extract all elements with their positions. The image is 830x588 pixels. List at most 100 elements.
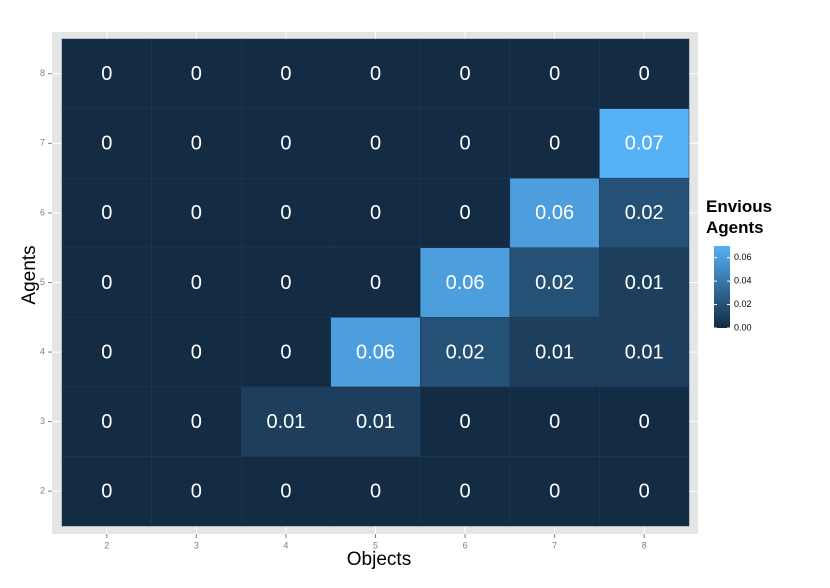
tile bbox=[420, 177, 511, 248]
tile bbox=[509, 247, 600, 318]
tile-label: 0 bbox=[370, 63, 381, 85]
tile bbox=[420, 317, 511, 388]
tile-label: 0 bbox=[460, 133, 471, 155]
tile-label: 0.02 bbox=[535, 272, 574, 294]
tile-label: 0 bbox=[101, 272, 112, 294]
tile-label: 0 bbox=[549, 133, 560, 155]
tile-label: 0.01 bbox=[625, 341, 664, 363]
tile-label: 0 bbox=[101, 202, 112, 224]
tile bbox=[151, 386, 242, 457]
tile bbox=[61, 177, 152, 248]
tile-label: 0 bbox=[370, 202, 381, 224]
y-tick-label: 8 bbox=[40, 68, 45, 78]
tile-label: 0.01 bbox=[535, 341, 574, 363]
tile-label: 0 bbox=[639, 411, 650, 433]
tile-label: 0.01 bbox=[625, 272, 664, 294]
tile bbox=[330, 456, 421, 527]
x-axis-title: Objects bbox=[347, 549, 411, 570]
tile-label: 0 bbox=[191, 480, 202, 502]
tile-label: 0 bbox=[280, 202, 291, 224]
x-tick-label: 3 bbox=[194, 540, 199, 550]
tile-label: 0 bbox=[280, 480, 291, 502]
colorbar-label: 0.02 bbox=[734, 299, 752, 309]
tile bbox=[599, 386, 690, 457]
tile-label: 0.07 bbox=[625, 133, 664, 155]
colorbar-label: 0.00 bbox=[734, 322, 752, 332]
tile bbox=[509, 108, 600, 179]
tile bbox=[420, 38, 511, 109]
tile-label: 0.01 bbox=[356, 411, 395, 433]
tile-label: 0 bbox=[101, 341, 112, 363]
x-tick-label: 7 bbox=[552, 540, 557, 550]
tile-label: 0 bbox=[280, 63, 291, 85]
tile bbox=[240, 108, 331, 179]
tile-label: 0 bbox=[549, 411, 560, 433]
x-tick-label: 2 bbox=[104, 540, 109, 550]
tile bbox=[61, 456, 152, 527]
tile-label: 0.01 bbox=[266, 411, 305, 433]
tile-label: 0 bbox=[280, 272, 291, 294]
tile-label: 0 bbox=[460, 480, 471, 502]
tile-label: 0.06 bbox=[535, 202, 574, 224]
tile-label: 0 bbox=[191, 272, 202, 294]
tile-label: 0 bbox=[549, 63, 560, 85]
tile bbox=[330, 317, 421, 388]
y-tick-label: 2 bbox=[40, 486, 45, 496]
tile bbox=[599, 108, 690, 179]
tile-label: 0 bbox=[191, 411, 202, 433]
tile-label: 0 bbox=[280, 341, 291, 363]
tile-label: 0 bbox=[191, 341, 202, 363]
tile-label: 0.06 bbox=[356, 341, 395, 363]
tile bbox=[330, 38, 421, 109]
tile bbox=[151, 317, 242, 388]
tile bbox=[151, 38, 242, 109]
tile bbox=[509, 38, 600, 109]
tile-label: 0.02 bbox=[625, 202, 664, 224]
tile bbox=[240, 317, 331, 388]
tile bbox=[420, 386, 511, 457]
tile-label: 0 bbox=[639, 480, 650, 502]
tile bbox=[61, 386, 152, 457]
tile bbox=[240, 38, 331, 109]
y-axis-title: Agents bbox=[19, 245, 40, 304]
tile-label: 0 bbox=[370, 272, 381, 294]
y-tick-label: 7 bbox=[40, 138, 45, 148]
tile bbox=[61, 247, 152, 318]
tile-label: 0 bbox=[101, 411, 112, 433]
tile-label: 0 bbox=[101, 480, 112, 502]
tile-label: 0 bbox=[639, 63, 650, 85]
tile-label: 0 bbox=[460, 202, 471, 224]
tile bbox=[61, 317, 152, 388]
tile bbox=[240, 456, 331, 527]
tile bbox=[420, 456, 511, 527]
tile bbox=[420, 247, 511, 318]
tile-label: 0 bbox=[370, 480, 381, 502]
tile-label: 0 bbox=[101, 63, 112, 85]
x-tick-label: 6 bbox=[463, 540, 468, 550]
tile bbox=[509, 317, 600, 388]
tile-label: 0 bbox=[460, 63, 471, 85]
tile-label: 0.02 bbox=[446, 341, 485, 363]
tile-label: 0 bbox=[191, 133, 202, 155]
tile-label: 0 bbox=[191, 202, 202, 224]
tile bbox=[509, 386, 600, 457]
tile bbox=[330, 108, 421, 179]
tile bbox=[420, 108, 511, 179]
tile bbox=[240, 247, 331, 318]
legend-title: Envious Agents bbox=[706, 197, 773, 237]
tile bbox=[330, 386, 421, 457]
x-tick-label: 8 bbox=[642, 540, 647, 550]
y-tick-label: 6 bbox=[40, 207, 45, 217]
tile bbox=[240, 177, 331, 248]
tile-label: 0 bbox=[191, 63, 202, 85]
tile-label: 0 bbox=[280, 133, 291, 155]
tile-label: 0 bbox=[460, 411, 471, 433]
tile-label: 0 bbox=[549, 480, 560, 502]
tile bbox=[151, 108, 242, 179]
colorbar bbox=[714, 246, 730, 328]
tile bbox=[599, 247, 690, 318]
tile bbox=[61, 38, 152, 109]
x-tick-label: 5 bbox=[373, 540, 378, 550]
tile-label: 0 bbox=[370, 133, 381, 155]
